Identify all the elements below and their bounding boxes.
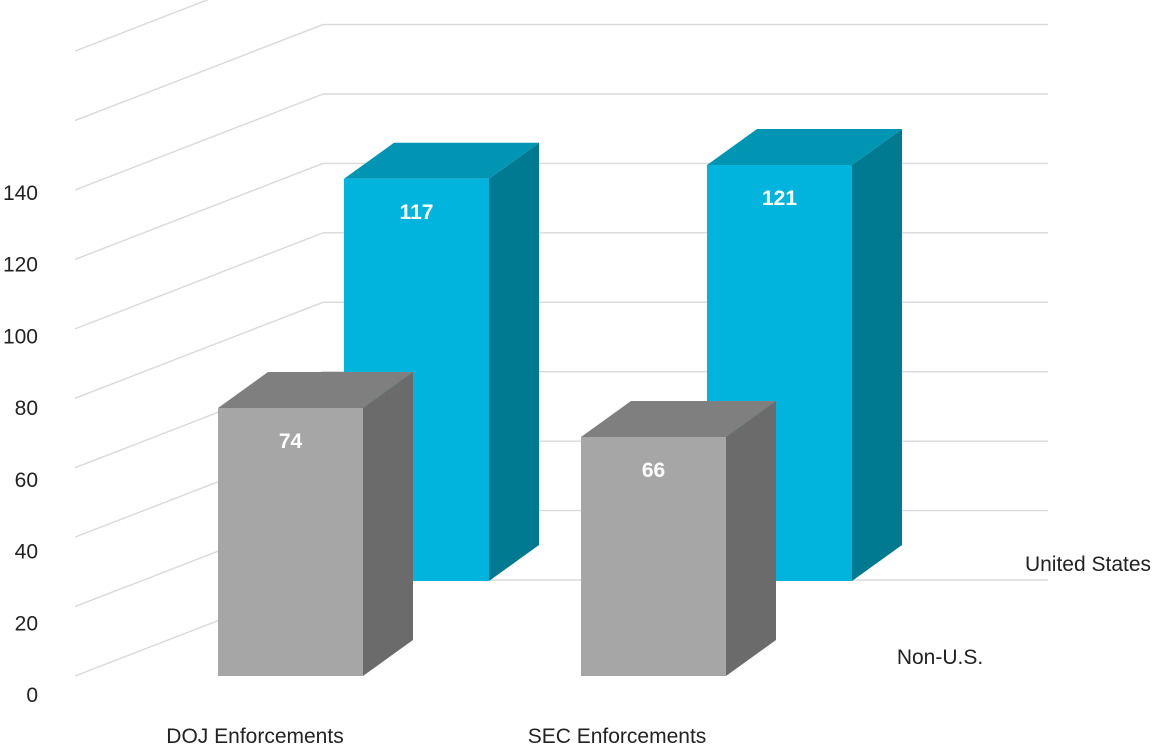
y-axis-ticks: 0 20 40 60 80 100 120 140 (3, 182, 38, 707)
grid-diagonal (74, 232, 324, 330)
bar-united-states-side (489, 142, 539, 581)
bar-non-us-top (581, 400, 776, 437)
bar-non-us-top (218, 372, 413, 408)
x-axis-categories: DOJ Enforcements SEC Enforcements (166, 725, 706, 748)
category-label: SEC Enforcements (528, 725, 707, 748)
y-tick-label: 0 (26, 684, 38, 707)
bars-front-row: 74 66 (218, 372, 776, 676)
category-label: DOJ Enforcements (166, 725, 343, 748)
y-tick-label: 120 (3, 254, 38, 277)
value-label: 121 (762, 187, 797, 210)
grid-diagonal (74, 162, 324, 261)
bar-non-us-side (363, 372, 413, 676)
grid-diagonal (74, 301, 324, 399)
series-label-united-states: United States (1025, 553, 1151, 576)
grid-diagonal (74, 93, 324, 191)
y-tick-label: 20 (15, 612, 38, 635)
grid-diagonal (74, 0, 210, 52)
bar-united-states-side (852, 129, 902, 581)
value-label: 117 (400, 201, 434, 224)
series-label-non-us: Non-U.S. (897, 646, 983, 669)
bar-united-states-top (344, 142, 539, 179)
bar-united-states-top (707, 129, 902, 165)
y-tick-label: 140 (3, 182, 38, 205)
y-tick-label: 80 (15, 397, 38, 420)
depth-axis-labels: United States Non-U.S. (897, 553, 1151, 669)
grid-diagonal (74, 23, 324, 122)
bar-non-us-side (726, 400, 776, 676)
value-label: 74 (279, 430, 303, 453)
value-label: 66 (642, 459, 665, 482)
y-tick-label: 100 (3, 325, 38, 348)
bar-non-us (218, 408, 363, 676)
y-tick-label: 40 (15, 541, 38, 564)
bar-non-us (581, 436, 726, 676)
y-tick-label: 60 (15, 469, 38, 492)
